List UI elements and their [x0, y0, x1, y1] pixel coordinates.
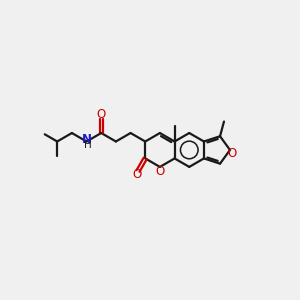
Text: O: O	[155, 165, 164, 178]
Text: O: O	[228, 147, 237, 160]
Text: O: O	[133, 168, 142, 181]
Text: O: O	[97, 108, 106, 121]
Text: N: N	[82, 134, 92, 146]
Text: H: H	[84, 140, 92, 150]
